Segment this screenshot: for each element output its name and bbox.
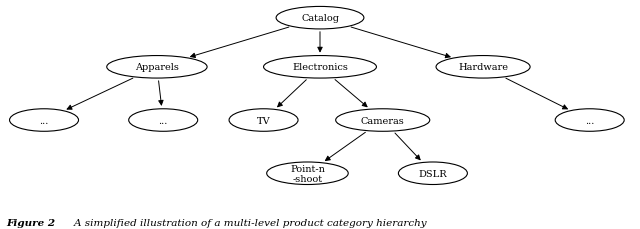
Ellipse shape bbox=[10, 109, 79, 132]
Text: DSLR: DSLR bbox=[419, 169, 447, 178]
Text: ...: ... bbox=[159, 116, 168, 125]
Text: Cameras: Cameras bbox=[361, 116, 404, 125]
Ellipse shape bbox=[335, 109, 430, 132]
Ellipse shape bbox=[398, 162, 467, 185]
Text: Apparels: Apparels bbox=[135, 63, 179, 72]
Ellipse shape bbox=[229, 109, 298, 132]
Ellipse shape bbox=[276, 7, 364, 30]
Text: Electronics: Electronics bbox=[292, 63, 348, 72]
Ellipse shape bbox=[129, 109, 198, 132]
Text: Figure 2: Figure 2 bbox=[6, 218, 56, 227]
Ellipse shape bbox=[264, 56, 376, 79]
Text: ...: ... bbox=[39, 116, 49, 125]
Ellipse shape bbox=[107, 56, 207, 79]
Text: Point-n
-shoot: Point-n -shoot bbox=[290, 164, 325, 183]
Text: TV: TV bbox=[257, 116, 270, 125]
Text: Catalog: Catalog bbox=[301, 14, 339, 23]
Text: Hardware: Hardware bbox=[458, 63, 508, 72]
Text: A simplified illustration of a multi-level product category hierarchy: A simplified illustration of a multi-lev… bbox=[61, 218, 426, 227]
Ellipse shape bbox=[436, 56, 530, 79]
Text: ...: ... bbox=[585, 116, 595, 125]
Ellipse shape bbox=[267, 162, 348, 185]
Ellipse shape bbox=[556, 109, 624, 132]
